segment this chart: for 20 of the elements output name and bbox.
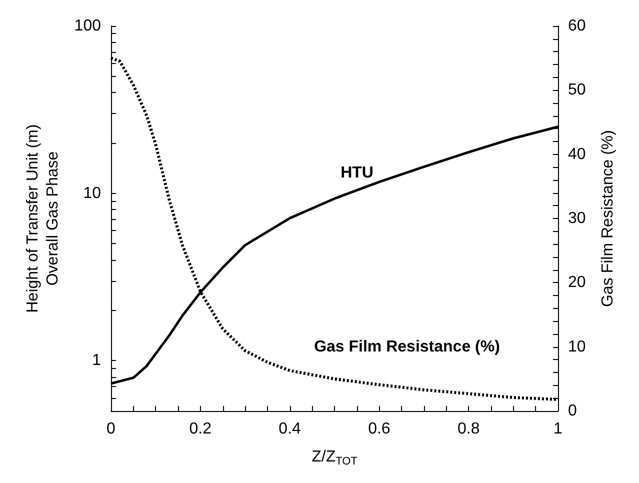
x-tick-label: 1 (554, 420, 563, 438)
y2-tick-label: 60 (568, 18, 586, 34)
y2-axis-title: Gas Film Resistance (%) (600, 130, 616, 307)
y-axis-title: Height of Transfer Unit (m) Overall Gas Phase (24, 124, 62, 313)
y2-tick-label: 0 (568, 402, 577, 420)
y-tick-label: 10 (83, 184, 102, 202)
y2-tick-label: 30 (568, 210, 586, 227)
y2-tick-label: 10 (568, 338, 586, 356)
annotation: HTU (340, 164, 374, 182)
x-tick-label: 0.4 (278, 420, 302, 438)
y2-tick-label: 50 (568, 82, 586, 99)
y2-tick-label: 20 (568, 274, 586, 292)
y2-tick-label: 40 (568, 146, 586, 163)
y-tick-label: 1 (92, 352, 102, 370)
annotation: Gas Film Resistance (%) (314, 338, 500, 356)
y-tick-label: 100 (74, 18, 102, 34)
x-tick-label: 0.6 (368, 420, 390, 438)
x-tick-label: 0 (106, 420, 116, 438)
x-tick-label: 0.2 (189, 420, 212, 438)
x-tick-label: 0.8 (457, 420, 480, 438)
